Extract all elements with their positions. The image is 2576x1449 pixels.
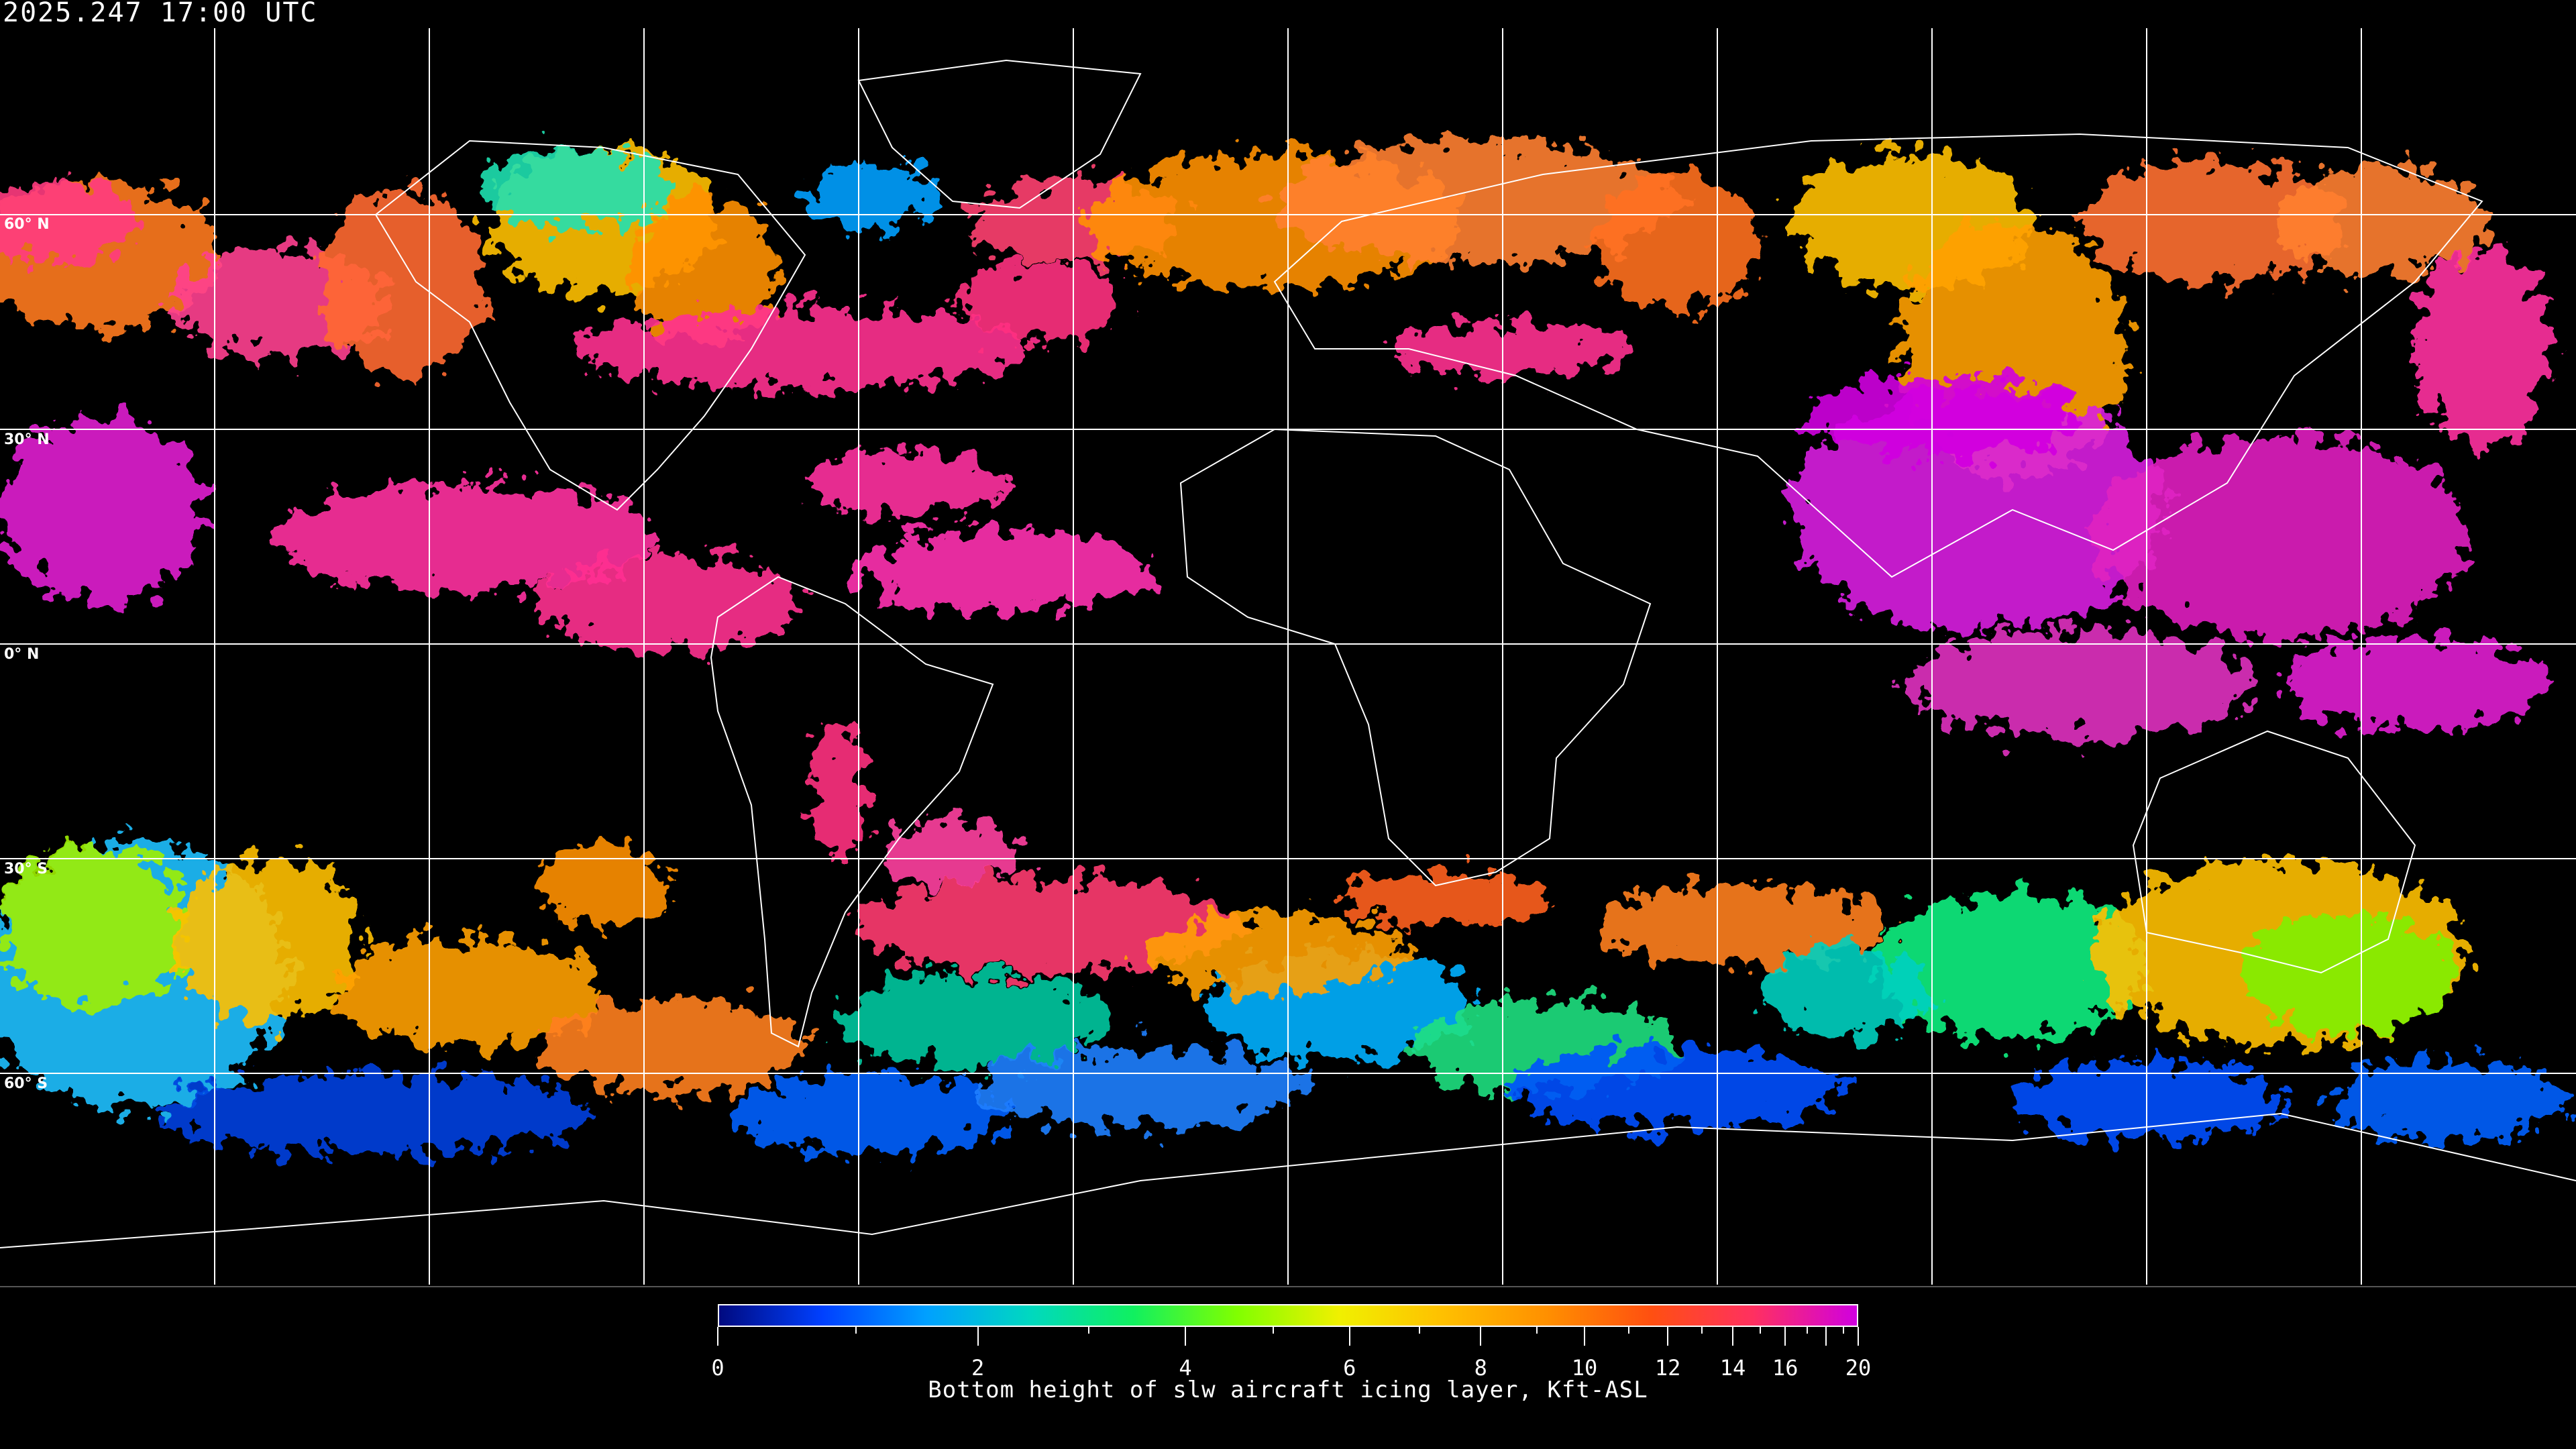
cloud-patch [738, 1073, 1006, 1154]
cloud-patch [1597, 885, 1892, 966]
cloud-patch [161, 1073, 590, 1154]
coastline-eurasia [1273, 133, 2483, 578]
cloud-patch [2415, 248, 2549, 449]
cloud-patch [1905, 631, 2254, 738]
colorbar-minor-tick [1628, 1327, 1630, 1334]
cloud-patch [1597, 174, 1758, 309]
colorbar-tick-label: 12 [1654, 1355, 1681, 1381]
cloud-patch [322, 188, 483, 376]
cloud-patch [1764, 946, 1925, 1040]
colorbar-major-tick [1858, 1327, 1859, 1346]
cloud-patch [2274, 168, 2489, 275]
colorbar-tick-label: 14 [1719, 1355, 1746, 1381]
cloud-patch [1878, 892, 2147, 1040]
icing-field-layer [0, 141, 2569, 1154]
colorbar-major-tick [1480, 1327, 1482, 1346]
colorbar-tick-label: 16 [1772, 1355, 1799, 1381]
latitude-label-30n: 30° N [4, 431, 50, 448]
colorbar-major-tick [1825, 1327, 1827, 1346]
cloud-patch [959, 262, 1120, 342]
satellite-map [0, 28, 2576, 1287]
cloud-patch [577, 309, 1033, 389]
coastline-africa [1179, 428, 1652, 887]
cloud-patch [885, 818, 1020, 885]
cloud-patch [631, 195, 778, 342]
colorbar-major-tick [1667, 1327, 1669, 1346]
cloud-patch [483, 148, 671, 228]
colorbar-minor-tick [1701, 1327, 1703, 1334]
colorbar-major-tick [977, 1327, 979, 1346]
colorbar-title: Bottom height of slw aircraft icing laye… [928, 1377, 1648, 1403]
colorbar-minor-tick [1418, 1327, 1420, 1334]
cloud-patch [335, 939, 604, 1046]
cloud-patch [1342, 872, 1543, 926]
coastline-greenland [857, 59, 1142, 209]
cloud-patch [0, 845, 188, 1006]
colorbar-minor-tick [1842, 1327, 1844, 1334]
colorbar-tick-label: 0 [711, 1355, 724, 1381]
colorbar [718, 1304, 1858, 1327]
cloud-patch [2241, 912, 2455, 1033]
cloud-patch [0, 416, 201, 604]
cloud-patch [537, 1000, 805, 1093]
cloud-patch [2281, 637, 2549, 731]
cloud-patch [1389, 322, 1630, 376]
colorbar-minor-tick [1536, 1327, 1538, 1334]
latitude-label-30s: 30° S [4, 861, 48, 877]
cloud-patch [0, 181, 134, 262]
cloud-patch [1140, 912, 1409, 993]
cloud-patch [859, 530, 1154, 610]
colorbar-tick-label: 8 [1474, 1355, 1487, 1381]
colorbar-minor-tick [1272, 1327, 1274, 1334]
colorbar-ticks [717, 1327, 1859, 1347]
colorbar-major-tick [1784, 1327, 1786, 1346]
cloud-patch [282, 483, 657, 590]
cloud-patch [2093, 436, 2469, 637]
cloud-patch [805, 449, 1006, 517]
colorbar-major-tick [1584, 1327, 1585, 1346]
colorbar-major-tick [1348, 1327, 1350, 1346]
colorbar-tick-label: 4 [1179, 1355, 1192, 1381]
cloud-patch [1509, 1046, 1845, 1127]
timestamp-label: 2025.247 17:00 UTC [3, 0, 318, 28]
latitude-label-60s: 60° S [4, 1075, 48, 1092]
lat-lon-grid [0, 28, 2576, 1287]
cloud-patch [2328, 1060, 2569, 1140]
coastline-south-america [710, 576, 994, 1048]
coastline-north-america [374, 140, 806, 511]
cloud-patch [1275, 141, 1677, 262]
colorbar-major-tick [1185, 1327, 1186, 1346]
latitude-label-60n: 60° N [4, 216, 50, 233]
colorbar-minor-tick [1087, 1327, 1089, 1334]
latitude-label-0n: 0° N [4, 646, 40, 663]
cloud-patch [973, 1046, 1308, 1127]
colorbar-major-tick [1732, 1327, 1733, 1346]
cloud-patch [805, 161, 939, 228]
colorbar-tick-label: 20 [1845, 1355, 1872, 1381]
colorbar-minor-tick [855, 1327, 857, 1334]
cloud-patch [839, 973, 1107, 1067]
cloud-patch [812, 718, 865, 865]
colorbar-tick-label: 2 [971, 1355, 985, 1381]
colorbar-major-tick [717, 1327, 718, 1346]
colorbar-tick-label: 6 [1343, 1355, 1356, 1381]
colorbar-minor-tick [1759, 1327, 1761, 1334]
coastline-australia [2132, 730, 2416, 974]
colorbar-tick-label: 10 [1571, 1355, 1598, 1381]
cloud-patch [174, 859, 362, 1020]
cloud-patch [537, 845, 671, 926]
cloud-patch [1811, 376, 2080, 456]
cloud-patch [537, 557, 805, 651]
colorbar-minor-tick [1806, 1327, 1808, 1334]
